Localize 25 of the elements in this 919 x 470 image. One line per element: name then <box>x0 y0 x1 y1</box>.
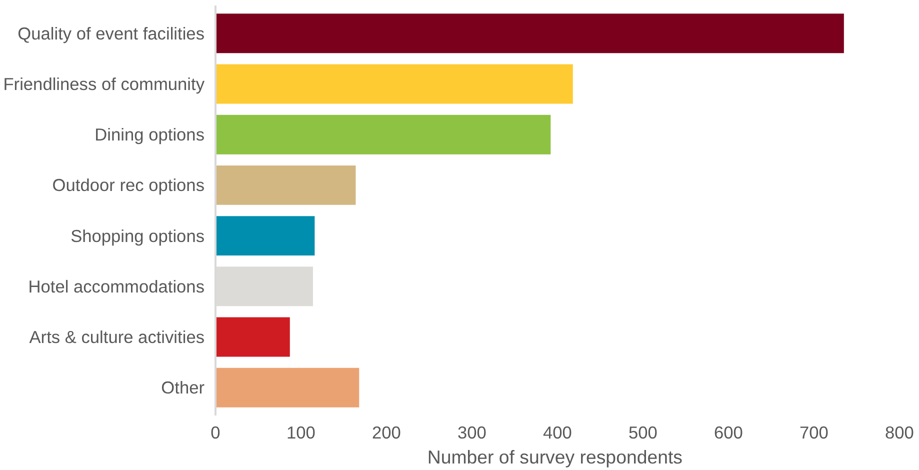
bar <box>216 14 844 54</box>
bar <box>216 114 551 154</box>
x-tick-label: 500 <box>628 422 658 442</box>
x-axis-title: Number of survey respondents <box>427 446 682 468</box>
y-tick-label: Quality of event facilities <box>18 23 205 44</box>
x-tick-label: 300 <box>458 422 486 442</box>
y-tick-label: Shopping options <box>70 226 205 246</box>
x-tick-label: 100 <box>286 422 316 442</box>
y-tick-label: Arts & culture activities <box>29 327 205 348</box>
bar <box>216 368 360 408</box>
x-tick-label: 200 <box>372 422 401 442</box>
x-tick-label: 0 <box>210 422 220 442</box>
x-tick-label: 700 <box>800 422 828 442</box>
bar <box>216 317 290 357</box>
y-tick-label: Other <box>161 378 205 398</box>
bar <box>216 216 315 256</box>
y-tick-label: Hotel accommodations <box>28 276 205 296</box>
bar <box>216 64 573 104</box>
y-tick-label: Dining options <box>94 124 205 145</box>
x-tick-label: 600 <box>714 422 743 442</box>
x-tick-label: 800 <box>885 422 914 442</box>
y-tick-label: Friendliness of community <box>3 74 205 94</box>
x-tick-label: 400 <box>543 422 572 442</box>
y-tick-label: Outdoor rec options <box>52 175 205 196</box>
bar <box>216 165 356 205</box>
